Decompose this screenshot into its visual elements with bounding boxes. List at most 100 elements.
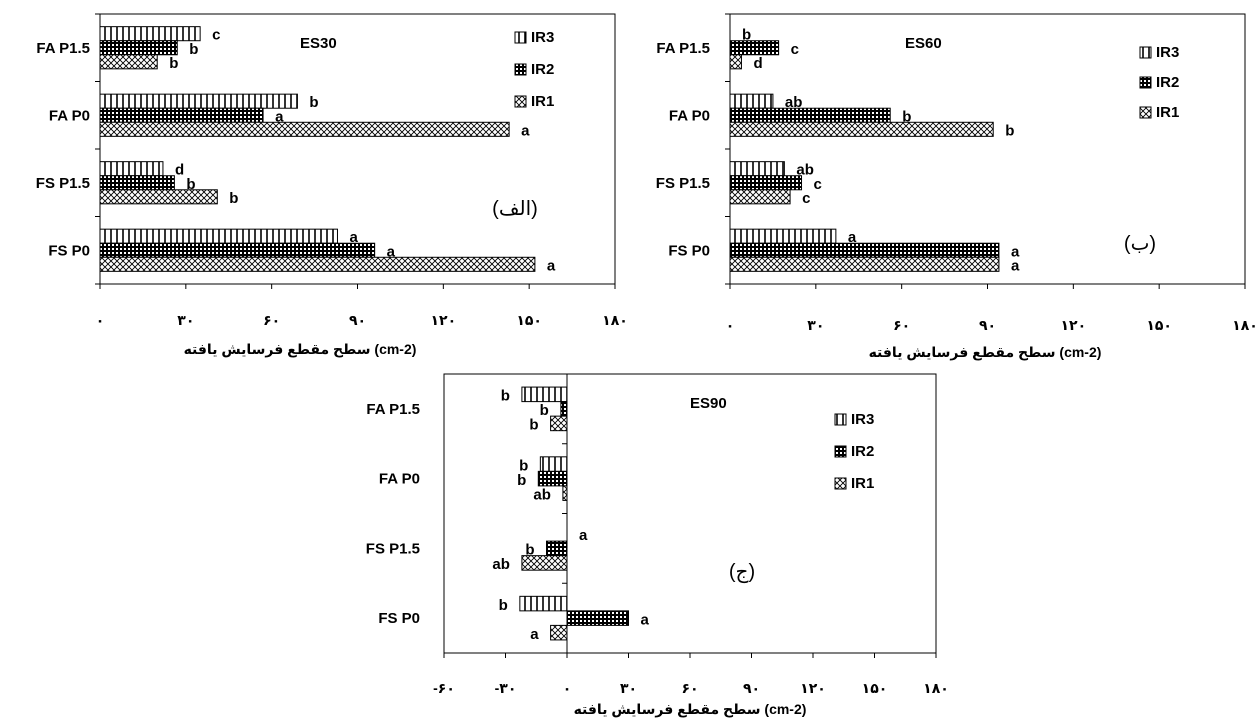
x-tick-label: ۱۵۰: [516, 312, 542, 328]
bar-ir2-fs-p1-5: [729, 175, 803, 191]
bar-ir1-fa-p0: [562, 485, 568, 501]
x-tick-label: -۶۰: [433, 680, 455, 696]
panel-title: ES30: [300, 35, 337, 52]
panel-title: ES60: [905, 35, 942, 52]
bar-ir3-fs-p1-5: [729, 161, 785, 177]
significance-letter: b: [499, 597, 508, 614]
panel-label: (ب): [1124, 233, 1156, 255]
category-label: FA P1.5: [36, 40, 90, 57]
bar-ir2-fs-p0: [729, 242, 1000, 258]
significance-letter: b: [169, 55, 178, 72]
significance-letter: a: [848, 229, 857, 246]
significance-letter: ab: [785, 94, 803, 111]
significance-letter: a: [641, 611, 650, 628]
legend-swatch-ir3: [1139, 46, 1152, 59]
significance-letter: b: [742, 27, 751, 44]
x-tick-label: ۱۸۰: [1232, 317, 1258, 333]
bar-ir3-fs-p1-5: [99, 161, 164, 177]
bar-ir2-fs-p1-5: [99, 175, 175, 191]
bar-ir1-fs-p1-5: [521, 555, 568, 571]
significance-letter: c: [212, 27, 220, 44]
bar-ir1-fa-p1-5: [99, 54, 158, 70]
x-tick-label: ۱۵۰: [862, 680, 888, 696]
x-tick-label: ۶۰: [263, 312, 280, 328]
panel-label: (ج): [729, 561, 755, 583]
significance-letter: b: [229, 190, 238, 207]
significance-letter: ab: [492, 556, 510, 573]
x-tick-label: ۱۸۰: [923, 680, 949, 696]
significance-letter: b: [189, 41, 198, 58]
category-label: FS P1.5: [366, 540, 420, 557]
significance-letter: a: [1011, 257, 1020, 274]
x-tick-label: ۰: [563, 680, 572, 696]
category-label: FS P0: [668, 242, 710, 259]
category-label: FS P1.5: [36, 175, 90, 192]
bar-ir3-fa-p1-5: [99, 26, 201, 42]
bar-ir2-fs-p0: [99, 242, 376, 258]
legend-swatch-ir3: [834, 413, 847, 426]
significance-letter: b: [1005, 122, 1014, 139]
x-tick-label: ۳۰: [620, 680, 637, 696]
x-tick-label: ۱۵۰: [1146, 317, 1172, 333]
category-label: FA P0: [669, 107, 710, 124]
bar-ir3-fa-p1-5: [521, 386, 568, 403]
significance-letter: a: [275, 108, 284, 125]
bar-ir1-fa-p0: [99, 121, 510, 137]
significance-letter: a: [349, 229, 358, 246]
bar-ir1-fs-p1-5: [99, 189, 218, 205]
x-tick-label: ۱۲۰: [800, 680, 826, 696]
bar-ir2-fa-p0: [537, 470, 568, 487]
significance-letter: d: [175, 162, 184, 179]
bar-ir3-fs-p0: [729, 228, 837, 244]
legend-swatch-ir2: [834, 445, 847, 458]
bar-ir1-fa-p1-5: [550, 415, 568, 432]
bar-ir3-fa-p0: [539, 456, 568, 472]
bar-ir1-fa-p1-5: [729, 54, 742, 70]
significance-letter: a: [1011, 243, 1020, 260]
significance-letter: b: [186, 176, 195, 193]
x-tick-label: ۶۰: [681, 680, 698, 696]
x-tick-label: ۰: [726, 317, 735, 333]
panel-title: ES90: [690, 395, 727, 412]
legend-label-ir2: IR2: [531, 61, 554, 78]
legend-label-ir3: IR3: [851, 411, 874, 428]
legend-swatch-ir3: [514, 31, 527, 44]
category-label: FA P0: [379, 471, 420, 488]
significance-letter: a: [387, 243, 396, 260]
bar-ir2-fa-p0: [99, 107, 264, 123]
x-axis-label: سطح مقطع فرسایش یافته (cm-2): [574, 701, 807, 718]
significance-letter: b: [309, 94, 318, 111]
x-tick-label: ۶۰: [893, 317, 910, 333]
category-label: FS P1.5: [656, 175, 710, 192]
significance-letter: a: [579, 527, 588, 544]
bar-ir2-fa-p0: [729, 107, 891, 123]
significance-letter: c: [802, 190, 810, 207]
x-tick-label: ۹۰: [979, 317, 996, 333]
significance-letter: b: [529, 417, 538, 434]
significance-letter: a: [547, 257, 556, 274]
legend-label-ir1: IR1: [851, 475, 874, 492]
bar-ir3-fa-p0: [729, 93, 774, 109]
category-label: FS P0: [378, 610, 420, 627]
significance-letter: b: [501, 388, 510, 405]
panel-label: (الف): [492, 198, 538, 220]
x-tick-label: ۱۲۰: [1061, 317, 1087, 333]
legend-label-ir2: IR2: [1156, 74, 1179, 91]
bar-ir1-fs-p0: [99, 256, 536, 272]
legend-swatch-ir1: [1139, 106, 1152, 119]
x-tick-label: -۳۰: [495, 680, 517, 696]
significance-letter: ab: [533, 486, 551, 503]
bar-ir1-fs-p0: [550, 624, 568, 641]
legend-label-ir1: IR1: [1156, 104, 1179, 121]
legend-swatch-ir2: [1139, 76, 1152, 89]
bar-ir2-fa-p1-5: [729, 40, 780, 56]
x-tick-label: ۰: [96, 312, 105, 328]
significance-letter: c: [814, 176, 822, 193]
significance-letter: b: [519, 457, 528, 474]
legend-label-ir3: IR3: [531, 29, 554, 46]
bar-ir1-fa-p0: [729, 121, 994, 137]
significance-letter: ab: [796, 162, 814, 179]
bar-ir3-fs-p0: [519, 595, 568, 612]
significance-letter: a: [530, 626, 539, 643]
legend-label-ir3: IR3: [1156, 44, 1179, 61]
